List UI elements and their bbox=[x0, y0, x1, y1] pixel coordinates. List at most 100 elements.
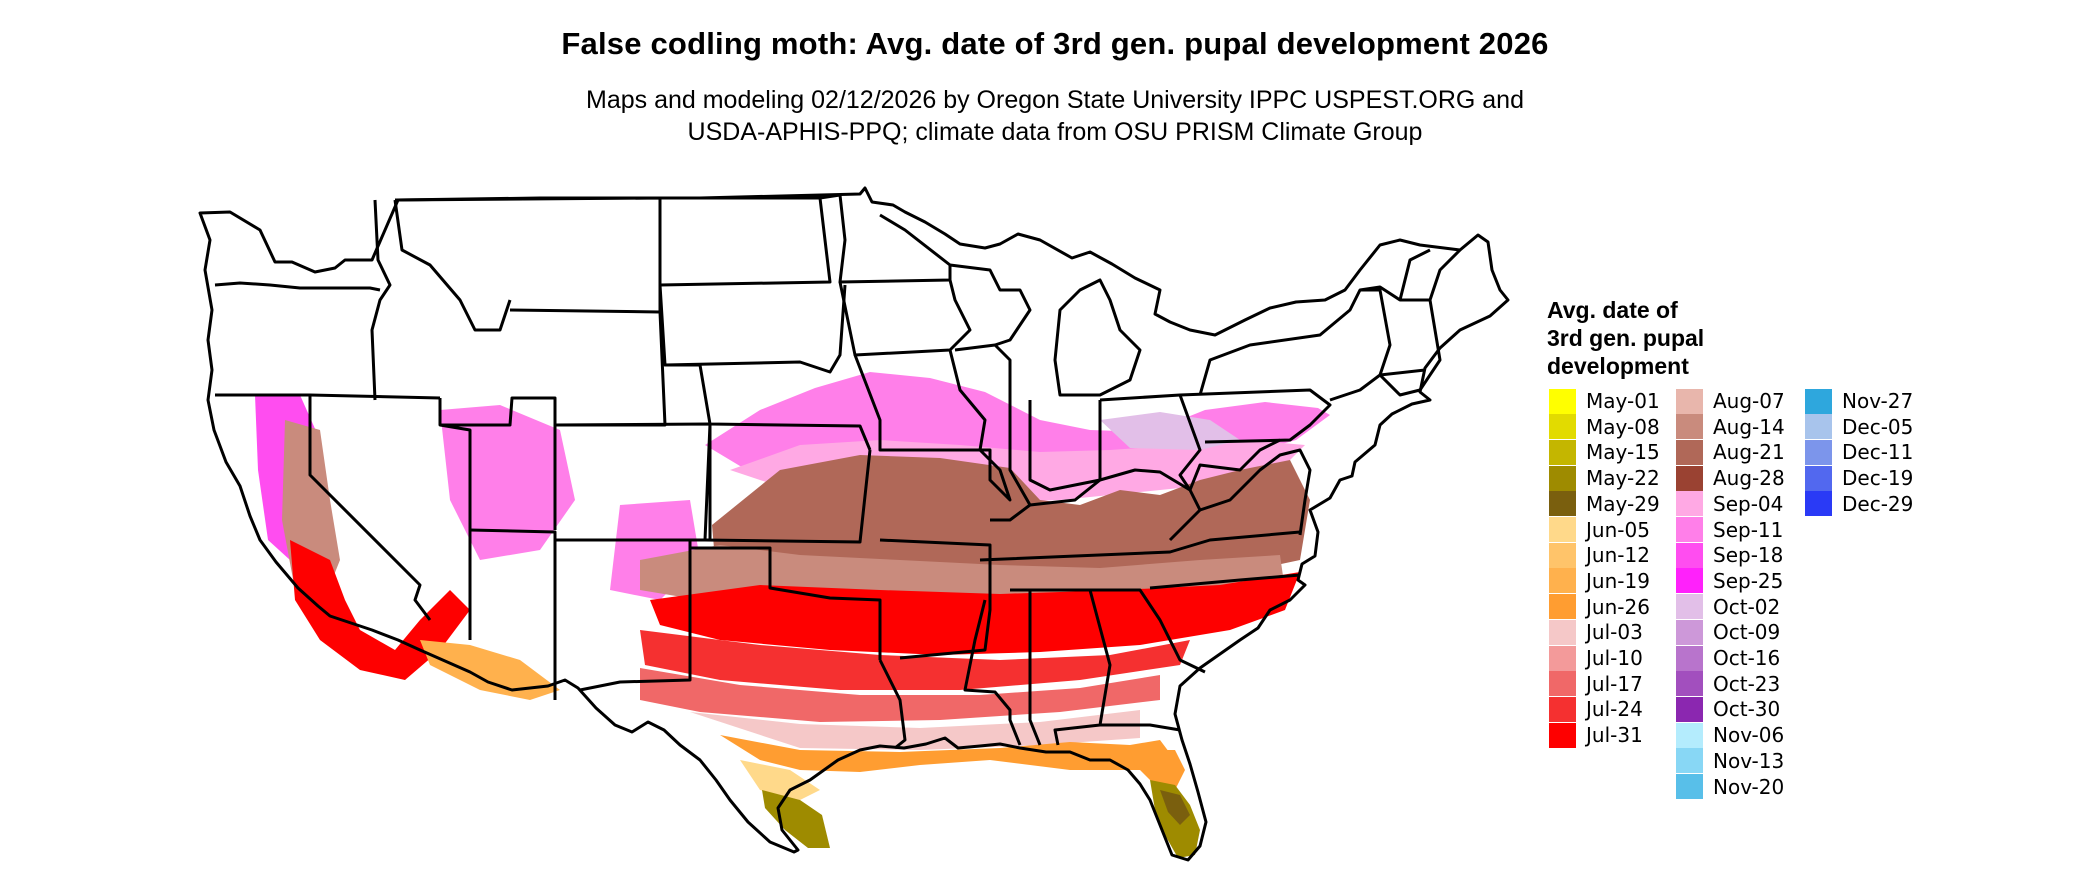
legend-swatch bbox=[1676, 517, 1703, 542]
legend-swatch bbox=[1805, 465, 1832, 491]
legend-swatch bbox=[1676, 568, 1703, 594]
legend-item: Aug-07 bbox=[1676, 388, 1785, 414]
legend-item: May-29 bbox=[1549, 491, 1660, 517]
legend-swatch bbox=[1549, 517, 1576, 542]
border-al-ga bbox=[1030, 588, 1112, 746]
legend-label: Nov-06 bbox=[1713, 723, 1785, 748]
legend-item: Jul-31 bbox=[1549, 722, 1643, 748]
border-az-nm bbox=[469, 528, 557, 700]
legend-label: Jun-05 bbox=[1586, 517, 1650, 542]
region-sep-sw bbox=[440, 405, 575, 560]
legend-label: May-22 bbox=[1586, 466, 1660, 491]
legend-label: Sep-25 bbox=[1713, 568, 1784, 593]
legend-label: Sep-18 bbox=[1713, 543, 1784, 568]
legend-item: May-22 bbox=[1549, 465, 1660, 491]
legend-title-line-2: 3rd gen. pupal bbox=[1547, 325, 1705, 351]
map-subtitle: Maps and modeling 02/12/2026 by Oregon S… bbox=[0, 84, 2100, 148]
border-tx-ok bbox=[690, 546, 882, 660]
legend-item: Jun-12 bbox=[1549, 542, 1650, 568]
legend-item: Dec-11 bbox=[1805, 439, 1913, 465]
border-wi-mi bbox=[949, 263, 1032, 347]
legend-label: Jun-12 bbox=[1586, 543, 1650, 568]
legend-item: May-01 bbox=[1549, 388, 1660, 414]
border-mo bbox=[853, 349, 1012, 502]
legend-label: Oct-23 bbox=[1713, 671, 1781, 696]
legend-swatch bbox=[1549, 388, 1576, 414]
legend-label: Jul-03 bbox=[1586, 620, 1643, 645]
legend-label: Nov-27 bbox=[1842, 389, 1914, 413]
border-tx-la bbox=[878, 659, 907, 750]
legend-label: Oct-09 bbox=[1713, 620, 1781, 645]
legend-label: Nov-20 bbox=[1713, 774, 1785, 799]
legend-label: Sep-04 bbox=[1713, 491, 1784, 516]
border-oh-wv bbox=[1099, 393, 1281, 492]
border-in-oh bbox=[1028, 400, 1102, 492]
legend-label: Jun-26 bbox=[1586, 594, 1650, 619]
legend-label: Jun-19 bbox=[1586, 568, 1650, 593]
region-jun-05 bbox=[740, 760, 820, 800]
legend-swatch bbox=[1549, 645, 1576, 671]
legend-swatch bbox=[1676, 645, 1703, 671]
legend-label: Oct-02 bbox=[1713, 594, 1781, 619]
legend-label: May-29 bbox=[1586, 491, 1660, 516]
legend-swatch bbox=[1676, 465, 1703, 491]
legend-item: Aug-28 bbox=[1676, 465, 1785, 491]
border-wy bbox=[509, 308, 667, 427]
legend-label: May-15 bbox=[1586, 440, 1660, 465]
legend-label: Aug-28 bbox=[1713, 466, 1785, 491]
legend-label: Jul-10 bbox=[1586, 646, 1643, 670]
border-nc bbox=[1149, 573, 1301, 590]
legend-item: Dec-05 bbox=[1805, 414, 1913, 440]
legend-title: Avg. date of 3rd gen. pupal development bbox=[1547, 296, 1704, 380]
legend-item: Jun-05 bbox=[1549, 517, 1650, 543]
legend-swatch bbox=[1676, 722, 1703, 748]
border-ca-nv bbox=[308, 395, 432, 621]
legend-title-line-1: Avg. date of bbox=[1547, 297, 1678, 323]
border-il-in bbox=[954, 343, 1032, 506]
border-va-md bbox=[1199, 448, 1312, 536]
legend-item: Jul-03 bbox=[1549, 619, 1643, 645]
legend-label: Dec-11 bbox=[1842, 440, 1914, 465]
legend-item: Oct-16 bbox=[1676, 645, 1780, 671]
legend-label: Aug-14 bbox=[1713, 414, 1785, 439]
border-ms-la bbox=[963, 599, 1022, 746]
border-nm bbox=[555, 538, 692, 692]
border-tn bbox=[979, 530, 1301, 562]
legend-swatch bbox=[1676, 619, 1703, 645]
border-ny bbox=[1198, 288, 1392, 402]
legend-item: Oct-09 bbox=[1676, 619, 1780, 645]
legend-item: Jun-26 bbox=[1549, 594, 1650, 620]
border-ar bbox=[879, 538, 992, 660]
legend-item: Dec-19 bbox=[1805, 465, 1913, 491]
border-id bbox=[370, 199, 392, 401]
legend-swatch bbox=[1549, 414, 1576, 440]
legend-item: Sep-18 bbox=[1676, 542, 1783, 568]
legend-swatch bbox=[1805, 491, 1832, 517]
legend-item: May-08 bbox=[1549, 414, 1660, 440]
border-sd-ne bbox=[658, 284, 847, 374]
region-jul-31 bbox=[650, 572, 1300, 655]
legend-label: Dec-05 bbox=[1842, 414, 1914, 439]
border-nv-ut-az bbox=[438, 398, 472, 640]
border-ky bbox=[990, 468, 1202, 542]
legend-item: Oct-23 bbox=[1676, 671, 1780, 697]
border-ga-fl bbox=[1100, 723, 1181, 732]
border-pa bbox=[1179, 388, 1332, 444]
legend-label: Jul-24 bbox=[1586, 697, 1643, 722]
legend-swatch bbox=[1676, 388, 1703, 414]
region-jun-fl bbox=[1130, 750, 1185, 790]
legend-swatch bbox=[1805, 388, 1832, 414]
legend-item: Jul-10 bbox=[1549, 645, 1643, 671]
border-mn bbox=[819, 193, 952, 284]
legend-item: Oct-30 bbox=[1676, 696, 1780, 722]
legend-swatch bbox=[1549, 619, 1576, 645]
legend-swatch bbox=[1549, 465, 1576, 491]
legend-label: Aug-07 bbox=[1713, 389, 1785, 413]
subtitle-line-2: USDA-APHIS-PPQ; climate data from OSU PR… bbox=[687, 118, 1423, 146]
legend-item: Nov-06 bbox=[1676, 722, 1784, 748]
us-outline bbox=[198, 186, 1510, 862]
legend-label: Jul-31 bbox=[1586, 723, 1643, 748]
legend-item: Aug-14 bbox=[1676, 414, 1785, 440]
border-ut bbox=[440, 396, 557, 530]
